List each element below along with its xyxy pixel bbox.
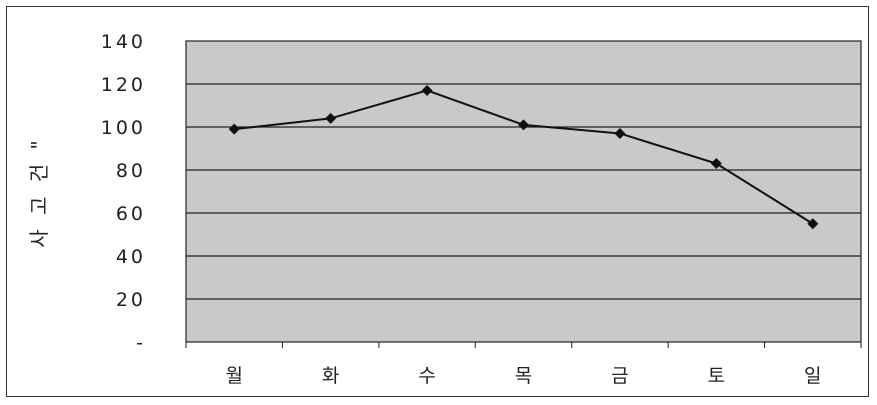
x-tick-label: 월	[225, 365, 242, 387]
plot-area	[185, 40, 862, 343]
x-tick-label: 토	[708, 365, 725, 387]
y-tick-label: -	[136, 332, 146, 354]
series-line	[228, 84, 819, 230]
data-point-marker	[421, 84, 433, 96]
y-tick-label: 40	[116, 246, 146, 268]
y-tick-label: 80	[116, 160, 146, 182]
y-tick-label: 120	[101, 74, 146, 96]
data-point-marker	[807, 218, 819, 230]
x-tick-label: 금	[611, 365, 628, 387]
data-point-marker	[710, 158, 722, 170]
y-axis-label: 사 고 건 "	[27, 136, 51, 247]
data-point-marker	[325, 112, 337, 124]
x-tick-label: 수	[418, 365, 435, 387]
y-tick-label: 20	[116, 289, 146, 311]
x-tick-label: 일	[804, 365, 821, 387]
data-point-marker	[228, 123, 240, 135]
x-tick-label: 목	[515, 365, 532, 387]
y-tick-label: 140	[101, 31, 146, 53]
y-tick-label: 60	[116, 203, 146, 225]
x-tick-label: 화	[322, 365, 339, 387]
y-axis-ticks: - 20 40 60 80 100 120 140	[101, 31, 146, 354]
data-point-marker	[518, 119, 529, 131]
y-tick-label: 100	[101, 117, 146, 139]
data-point-marker	[614, 127, 626, 139]
